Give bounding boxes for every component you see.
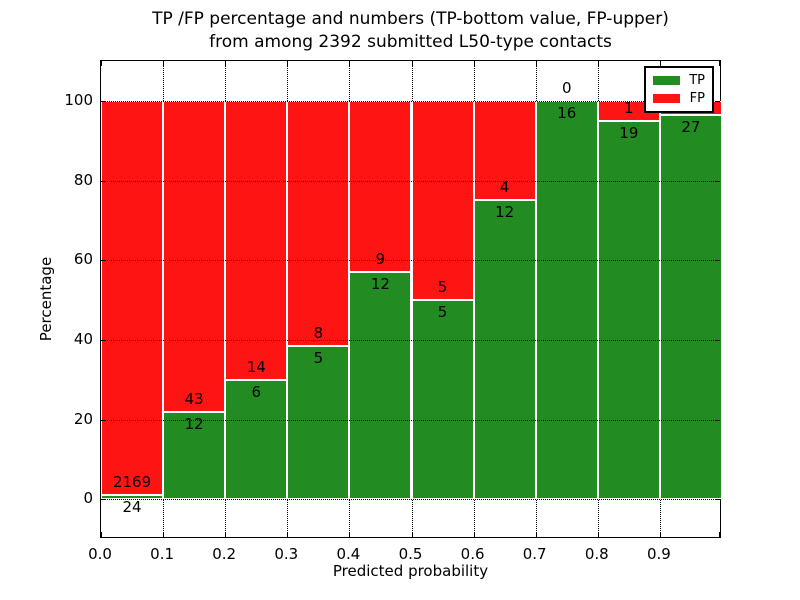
fp-swatch (653, 94, 680, 104)
x-tick-mark-top (101, 61, 102, 66)
fp-bar-segment (287, 100, 350, 346)
x-tick-mark (659, 532, 661, 537)
horizontal-gridline (101, 419, 720, 421)
fp-bar-segment (163, 100, 226, 413)
x-tick-mark-top (535, 61, 537, 66)
tp-swatch (653, 75, 680, 85)
fp-bar-segment (473, 100, 536, 201)
y-tick-label: 100 (64, 90, 93, 109)
y-tick-label: 80 (73, 170, 93, 189)
x-tick-mark-top (287, 61, 289, 66)
legend-label-fp: FP (689, 91, 705, 107)
legend-entry-fp: FP (653, 91, 705, 106)
horizontal-gridline (101, 499, 720, 501)
x-tick-mark (411, 532, 413, 537)
y-tick-mark (101, 499, 106, 501)
horizontal-gridline (101, 339, 720, 341)
y-tick-mark-right (715, 100, 720, 102)
x-tick-label: 0.3 (274, 545, 299, 563)
x-tick-mark (719, 532, 720, 537)
y-tick-mark-right (715, 419, 720, 421)
horizontal-gridline (101, 180, 720, 182)
tp-bar-segment (411, 300, 474, 500)
y-tick-mark (101, 180, 106, 182)
x-tick-label: 0.9 (646, 545, 671, 563)
x-tick-mark-top (411, 61, 413, 66)
legend-entry-tp: TP (653, 73, 705, 88)
y-axis-label: Percentage (37, 256, 55, 342)
x-tick-mark (597, 532, 599, 537)
tp-bar-segment (535, 100, 598, 500)
x-tick-mark-top (225, 61, 227, 66)
y-tick-mark-right (715, 180, 720, 182)
fp-bar-segment (225, 100, 288, 380)
plot-area: 21692443121468591255412016119127 (100, 60, 722, 538)
x-tick-label: 0.6 (460, 545, 485, 563)
x-tick-mark-top (719, 61, 720, 66)
chart-title: TP /FP percentage and numbers (TP-bottom… (100, 8, 721, 54)
tp-bar-segment (659, 115, 722, 500)
tp-bar-segment (597, 120, 660, 500)
x-axis-label: Predicted probability (332, 562, 489, 580)
chart-title-line1: TP /FP percentage and numbers (TP-bottom… (152, 9, 669, 29)
tp-bar-segment (101, 494, 164, 500)
x-tick-mark-top (349, 61, 351, 66)
x-tick-label: 0.5 (398, 545, 423, 563)
y-tick-label: 40 (73, 329, 93, 348)
x-tick-mark (287, 532, 289, 537)
y-tick-mark (101, 419, 106, 421)
y-tick-label: 20 (73, 409, 93, 428)
x-tick-mark (349, 532, 351, 537)
tp-bar-segment (349, 271, 412, 500)
y-tick-mark (101, 260, 106, 262)
fp-bar-segment (101, 100, 164, 495)
y-tick-mark-right (715, 339, 720, 341)
tp-bar-segment (225, 379, 288, 500)
x-tick-mark-top (163, 61, 165, 66)
fp-bar-segment (411, 100, 474, 300)
chart-title-line2: from among 2392 submitted L50-type conta… (209, 32, 612, 52)
horizontal-gridline (101, 260, 720, 262)
x-tick-label: 0.0 (88, 545, 112, 563)
tp-bar-segment (163, 412, 226, 500)
x-tick-mark (473, 532, 475, 537)
y-tick-mark-right (715, 499, 720, 501)
x-tick-mark (101, 532, 102, 537)
y-tick-label: 60 (73, 250, 93, 269)
x-tick-label: 0.2 (212, 545, 237, 563)
x-tick-label: 0.1 (150, 545, 175, 563)
legend-label-tp: TP (689, 72, 705, 88)
fp-bar-segment (349, 100, 412, 272)
x-tick-mark (163, 532, 165, 537)
x-tick-mark-top (597, 61, 599, 66)
x-tick-mark (535, 532, 537, 537)
legend: TP FP (644, 66, 714, 113)
x-tick-label: 0.4 (336, 545, 361, 563)
fp-count-label: 0 (561, 78, 572, 97)
x-tick-label: 0.7 (522, 545, 547, 563)
y-tick-mark (101, 100, 106, 102)
y-tick-mark (101, 339, 106, 341)
tp-bar-segment (287, 345, 350, 500)
x-tick-mark-top (473, 61, 475, 66)
tp-count-label: 24 (122, 497, 142, 516)
x-tick-mark (225, 532, 227, 537)
y-tick-label: 0 (83, 489, 93, 508)
x-tick-label: 0.8 (584, 545, 609, 563)
x-tick-mark-top (659, 61, 661, 66)
horizontal-gridline (101, 100, 720, 102)
y-tick-mark-right (715, 260, 720, 262)
tp-bar-segment (473, 200, 536, 500)
